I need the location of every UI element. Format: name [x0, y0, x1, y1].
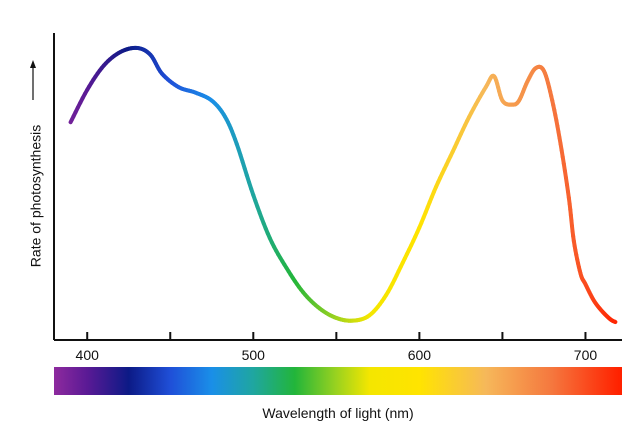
x-tick-label-400: 400 [76, 347, 100, 363]
x-tick-label-600: 600 [408, 347, 432, 363]
x-tick-label-700: 700 [574, 347, 598, 363]
visible-spectrum-bar [54, 367, 622, 395]
x-axis-ticks: 400 500 600 700 [76, 332, 598, 363]
y-axis-label-group: Rate of photosynthesis [28, 60, 44, 267]
y-axis-arrowhead-icon [30, 60, 36, 68]
x-tick-label-500: 500 [242, 347, 266, 363]
y-axis-label: Rate of photosynthesis [28, 125, 44, 267]
x-axis-label: Wavelength of light (nm) [262, 405, 413, 421]
rate-curve [68, 45, 618, 324]
